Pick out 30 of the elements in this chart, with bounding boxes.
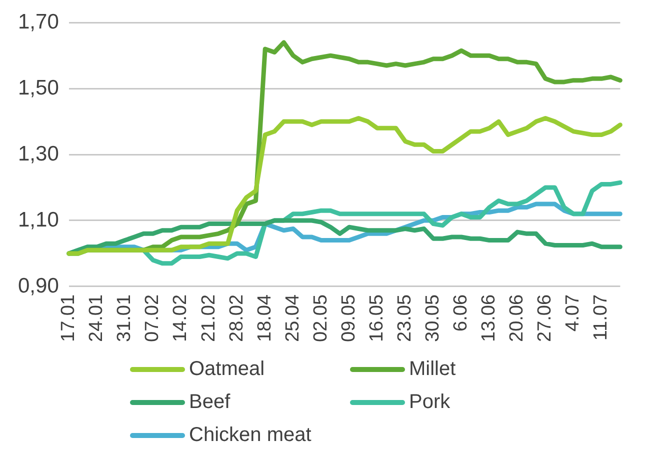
- x-tick-label: 20.06: [506, 294, 528, 342]
- x-tick-label: 14.02: [170, 294, 192, 342]
- y-tick-label: 1,10: [18, 208, 59, 232]
- legend-label: Pork: [409, 391, 450, 414]
- y-tick-label: 0,90: [18, 274, 59, 298]
- legend-label: Millet: [409, 358, 456, 381]
- legend-label: Oatmeal: [189, 358, 265, 381]
- legend-label: Chicken meat: [189, 424, 312, 447]
- x-tick-label: 25.04: [282, 294, 304, 342]
- y-tick-label: 1,50: [18, 76, 59, 100]
- x-tick-label: 27.06: [534, 294, 556, 342]
- x-tick-label: 24.01: [86, 294, 108, 342]
- x-tick-label: 21.02: [198, 294, 220, 342]
- x-tick-label: 17.01: [58, 294, 80, 342]
- x-tick-label: 6.06: [450, 294, 472, 332]
- x-tick-label: 18.04: [254, 294, 276, 342]
- x-tick-label: 23.05: [394, 294, 416, 342]
- legend-label: Beef: [189, 391, 230, 414]
- y-tick-label: 1,70: [18, 10, 59, 34]
- x-tick-label: 09.05: [338, 294, 360, 342]
- x-tick-label: 4.07: [562, 294, 584, 332]
- x-tick-label: 16.05: [366, 294, 388, 342]
- x-tick-label: 07.02: [142, 294, 164, 342]
- x-tick-label: 02.05: [310, 294, 332, 342]
- x-tick-label: 11.07: [590, 294, 612, 341]
- x-tick-label: 28.02: [226, 294, 248, 342]
- y-tick-label: 1,30: [18, 142, 59, 166]
- x-tick-label: 13.06: [478, 294, 500, 342]
- x-tick-label: 31.01: [114, 294, 136, 342]
- x-tick-label: 30.05: [422, 294, 444, 342]
